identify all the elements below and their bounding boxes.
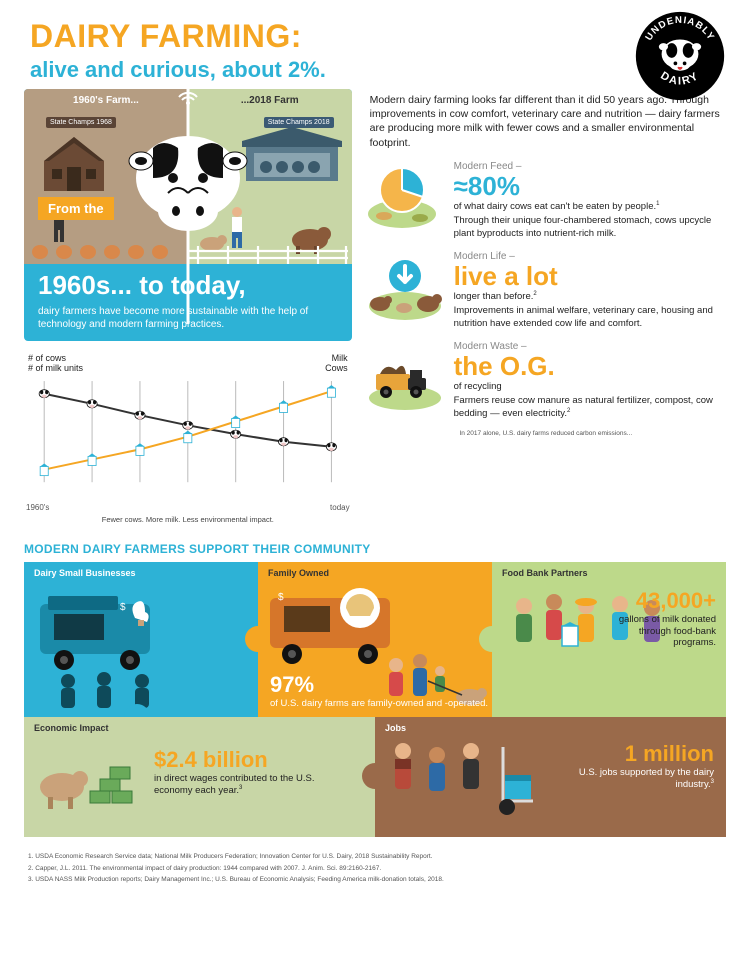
family-body: of U.S. dairy farms are family-owned and…: [270, 698, 488, 709]
waste-stat: the O.G.: [454, 353, 726, 379]
manure-truck-icon: [366, 340, 444, 412]
feed-line1: of what dairy cows eat can't be eaten by…: [454, 201, 726, 214]
cow-cash-icon: [32, 739, 142, 819]
feed-pie-icon: [366, 160, 444, 232]
waste-line2: Farmers reuse cow manure as natural fert…: [454, 395, 726, 420]
jobs-stat: 1 million: [564, 741, 714, 767]
econ-body: in direct wages contributed to the U.S. …: [154, 773, 354, 796]
life-stat: live a lot: [454, 263, 726, 289]
cow-head-icon: [123, 123, 253, 248]
tile-family-owned: Family Owned $: [258, 562, 492, 717]
tile-foodbank-label: Food Bank Partners: [502, 568, 588, 578]
family-stat: 97%: [270, 672, 488, 698]
mid-footnote: In 2017 alone, U.S. dairy farms reduced …: [366, 430, 726, 437]
chart-legend-cows: Cows: [325, 363, 348, 373]
svg-text:$: $: [120, 602, 126, 613]
life-line1: longer than before.2: [454, 291, 726, 304]
tile-jobs-label: Jobs: [385, 723, 406, 733]
farm-comparison-illustration: 1960's Farm... State Champs 1968: [24, 89, 352, 341]
tile-small-biz: Dairy Small Businesses $: [24, 562, 258, 717]
footnote-2: 2. Capper, J.L. 2011. The environmental …: [28, 865, 722, 873]
tile-food-bank: Food Bank Partners 43,000+ gall: [492, 562, 726, 717]
barn-modern-icon: [242, 125, 342, 185]
farm-left-label: 1960's Farm...: [24, 95, 188, 106]
chart-xend: today: [330, 503, 350, 512]
chart-xstart: 1960's: [26, 503, 49, 512]
cows-vs-milk-chart: # of cows # of milk units Milk Cows: [24, 349, 352, 526]
jobs-body: U.S. jobs supported by the dairy industr…: [564, 767, 714, 790]
foodbank-body: gallons of milk donated through food-ban…: [606, 614, 716, 648]
footnote-1: 1. USDA Economic Research Service data; …: [28, 853, 722, 861]
chart-ylabel-milk: # of milk units: [28, 363, 83, 373]
foodbank-stat: 43,000+: [606, 588, 716, 614]
tile-small-biz-label: Dairy Small Businesses: [34, 568, 136, 578]
waste-line1: of recycling: [454, 381, 726, 393]
chart-ylabel-cows: # of cows: [28, 353, 83, 363]
chart-caption: Fewer cows. More milk. Less environmenta…: [26, 515, 350, 524]
footnote-3: 3. USDA NASS Milk Production reports; Da…: [28, 876, 722, 884]
fence-icon: [188, 246, 348, 264]
feed-stat: ≈80%: [454, 173, 726, 199]
tile-family-label: Family Owned: [268, 568, 329, 578]
from-the-tag: From the: [38, 197, 114, 220]
page-subtitle: alive and curious, about 2%.: [30, 57, 720, 83]
barn-old-icon: [34, 129, 114, 199]
tile-jobs: Jobs: [375, 717, 726, 837]
tile-economic: Economic Impact $2.4 billion in direct w…: [24, 717, 375, 837]
timeline-chart-svg: [26, 375, 350, 496]
food-truck-icon: $: [34, 590, 234, 680]
farm-right-label: ...2018 Farm: [188, 95, 352, 106]
econ-stat: $2.4 billion: [154, 747, 354, 773]
page-title: DAIRY FARMING:: [30, 18, 720, 55]
footnotes: 1. USDA Economic Research Service data; …: [0, 847, 750, 901]
tile-econ-label: Economic Impact: [34, 723, 109, 733]
sign-1968: State Champs 1968: [46, 117, 116, 128]
wifi-icon: [176, 89, 200, 105]
community-title: MODERN DAIRY FARMERS SUPPORT THEIR COMMU…: [24, 542, 726, 556]
workers-icon: [383, 737, 543, 821]
undeniably-dairy-logo: UNDENIABLY DAIRY: [634, 10, 726, 102]
feed-line2: Through their unique four-chambered stom…: [454, 215, 726, 240]
cow-life-icon: [366, 250, 444, 322]
chart-legend-milk: Milk: [325, 353, 348, 363]
svg-text:$: $: [278, 592, 284, 603]
life-line2: Improvements in animal welfare, veterina…: [454, 305, 726, 330]
